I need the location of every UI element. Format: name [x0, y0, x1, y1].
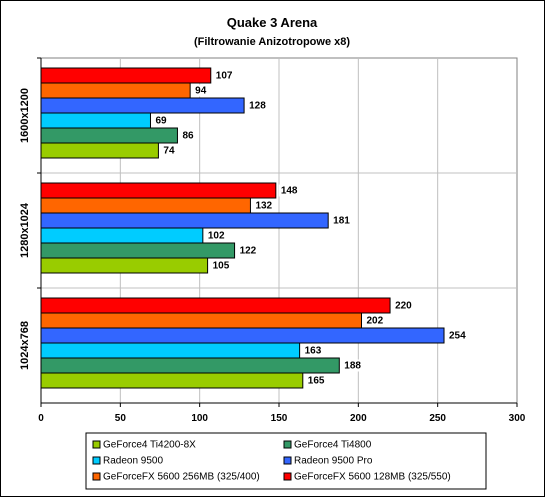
category-label: 1600x1200	[19, 88, 31, 143]
bar	[40, 242, 236, 259]
data-label: 181	[333, 216, 350, 227]
data-label-bg	[364, 314, 388, 327]
data-label-bg	[393, 299, 417, 312]
legend-label: Radeon 9500 Pro	[294, 456, 373, 467]
x-tick-label: 200	[350, 413, 367, 424]
bar	[40, 227, 204, 244]
legend-swatch	[283, 472, 292, 481]
bar	[40, 212, 329, 229]
x-tick-label: 0	[38, 413, 44, 424]
category-label: 1024x768	[19, 321, 31, 370]
legend-label: GeForceFX 5600 128MB (325/550)	[294, 472, 451, 483]
category-label: 1280x1024	[19, 202, 31, 258]
data-label-bg	[210, 259, 234, 272]
bar	[40, 357, 340, 374]
data-label-bg	[447, 329, 471, 342]
data-label: 254	[449, 331, 466, 342]
bars-group	[40, 67, 445, 389]
bar	[40, 112, 151, 129]
data-label: 122	[240, 246, 257, 257]
x-tick-label: 50	[115, 413, 127, 424]
data-label-bg	[213, 69, 237, 82]
data-label-bg	[153, 114, 171, 127]
data-label: 148	[281, 186, 298, 197]
data-label: 94	[195, 86, 207, 97]
data-label-bg	[205, 229, 230, 242]
data-label: 202	[367, 316, 384, 327]
bar	[40, 342, 301, 359]
bar	[40, 82, 191, 99]
data-label: 86	[182, 131, 194, 142]
data-label: 105	[213, 261, 230, 272]
data-label: 163	[305, 346, 322, 357]
legend-swatch	[92, 472, 101, 481]
bar	[40, 67, 212, 84]
axes-group: 0 50 100 150 200 250 300 1600x1200 1280x1024 1024…	[19, 57, 526, 424]
x-tick-label: 100	[191, 413, 208, 424]
bar	[40, 312, 363, 329]
data-label-bg	[302, 344, 326, 357]
legend-swatch	[92, 440, 101, 449]
data-label: 102	[208, 231, 225, 242]
chart-title: Quake 3 Arena	[227, 15, 318, 30]
bar	[40, 97, 245, 114]
data-label-bg	[278, 184, 303, 197]
legend-label: GeForce4 Ti4200-8X	[103, 440, 196, 451]
data-label: 188	[344, 361, 361, 372]
bar	[40, 182, 277, 199]
data-label-bg	[247, 99, 271, 112]
data-label: 69	[155, 116, 167, 127]
data-label: 132	[255, 201, 272, 212]
data-label: 165	[308, 376, 325, 387]
data-label-bg	[193, 84, 210, 97]
legend-swatch	[283, 456, 292, 465]
data-label-bg	[253, 199, 277, 212]
bar	[40, 257, 209, 274]
bar	[40, 372, 304, 389]
data-label-bg	[342, 359, 366, 372]
data-label-bg	[237, 244, 261, 257]
data-label-bg	[331, 214, 355, 227]
data-label-bg	[180, 129, 198, 142]
legend-swatch	[92, 456, 101, 465]
bar	[40, 297, 391, 314]
data-labels-group: 107 94 128 69 86 74 148 132 181 102 122 105 220 202 25…	[153, 69, 471, 387]
bar	[40, 327, 445, 344]
x-tick-label: 150	[271, 413, 288, 424]
data-label: 220	[395, 301, 412, 312]
legend: GeForce4 Ti4200-8X GeForce4 Ti4800 Radeon …	[85, 432, 487, 490]
bar	[40, 142, 159, 159]
legend-label: GeForceFX 5600 256MB (325/400)	[103, 472, 260, 483]
bar	[40, 197, 251, 214]
chart-subtitle: (Filtrowanie Anizotropowe x8)	[194, 36, 350, 48]
legend-label: GeForce4 Ti4800	[294, 440, 372, 451]
data-label: 74	[163, 146, 175, 157]
bar	[40, 127, 178, 144]
data-label: 107	[216, 71, 233, 82]
x-tick-label: 300	[509, 413, 526, 424]
x-tick-label: 250	[429, 413, 446, 424]
data-label-bg	[305, 374, 329, 387]
data-label: 128	[249, 101, 266, 112]
legend-label: Radeon 9500	[103, 456, 163, 467]
legend-swatch	[283, 440, 292, 449]
data-label-bg	[161, 144, 179, 157]
